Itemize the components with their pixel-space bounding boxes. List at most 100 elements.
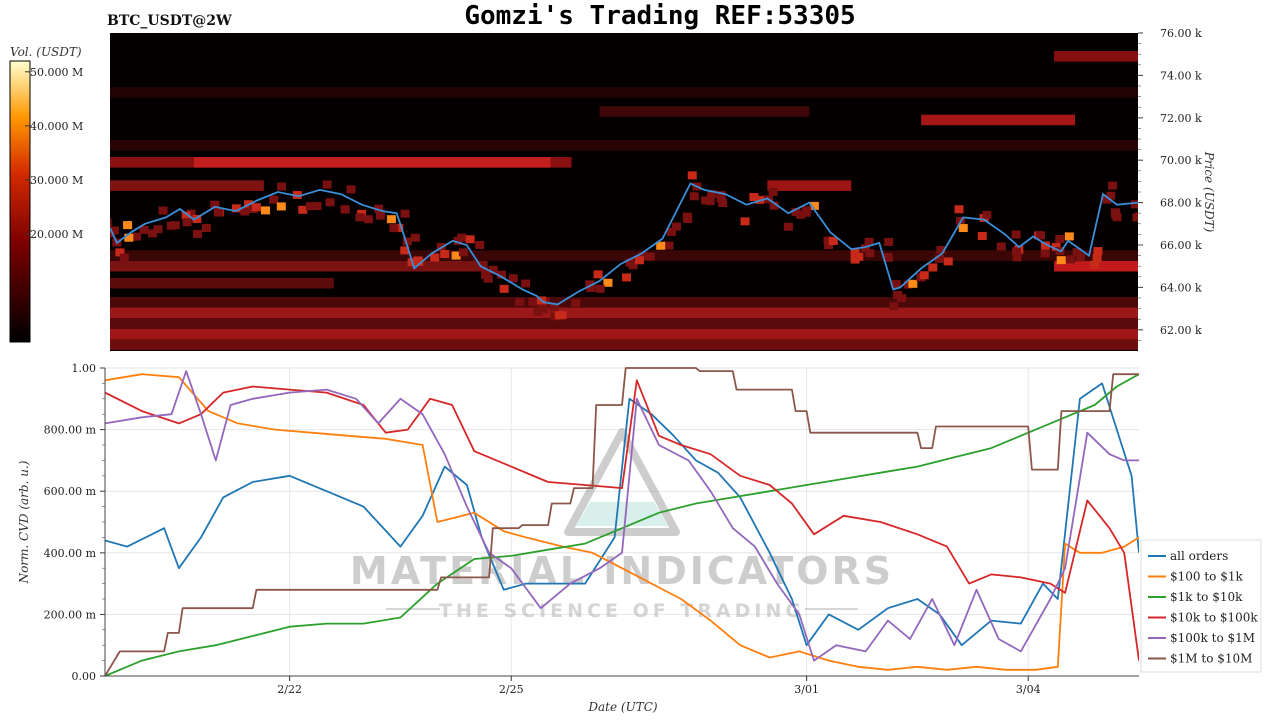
heatmap-cell	[1051, 242, 1061, 251]
heatmap-cell	[893, 290, 903, 299]
price-tick-label: 64.00 k	[1160, 281, 1202, 294]
series-line-s100k_1m	[105, 370, 1139, 662]
heatmap-cell	[181, 211, 191, 220]
price-tick-label: 74.00 k	[1160, 69, 1202, 82]
cvd-x-tick-label: 2/22	[277, 683, 302, 696]
heatmap-cell	[683, 215, 693, 224]
heatmap-cell	[883, 253, 893, 262]
heatmap-cell	[210, 200, 220, 209]
series-line-s10k_100k	[105, 379, 1139, 661]
series-line-s100_1k	[105, 373, 1139, 671]
cvd-x-tick-label: 3/01	[794, 683, 819, 696]
heatmap-cell	[954, 205, 964, 214]
heatmap-cell	[355, 213, 365, 222]
heatmap-cell	[638, 252, 648, 261]
cvd-y-tick-label: 1.00	[72, 362, 97, 375]
heatmap-cell	[1040, 249, 1050, 258]
heatmap-cell	[656, 241, 666, 250]
heatmap-cell	[740, 217, 750, 226]
heatmap-cell	[110, 218, 112, 227]
heatmap-cell	[214, 208, 224, 217]
heatmap-cell	[340, 205, 350, 214]
heatmap-band	[921, 114, 1076, 126]
heatmap-cell	[488, 265, 498, 274]
heatmap-cell	[533, 307, 543, 316]
price-line	[110, 182, 1138, 306]
heatmap-panel: 76.00 k 74.00 k 72.00 k 70.00 k 68.00 k 66.00…	[110, 27, 1216, 351]
heatmap-cell	[958, 224, 968, 233]
colorbar-title: Vol. (USDT)	[10, 45, 82, 59]
heatmap-band	[767, 180, 852, 191]
cvd-panel: MATERIAL INDICATORS THE SCIENCE OF TRADI…	[17, 362, 1262, 714]
heatmap-cell	[707, 190, 717, 199]
colorbar-tick-label: 50.000 M	[30, 66, 83, 79]
heatmap-cell	[475, 240, 485, 249]
heatmap-cell	[935, 254, 945, 263]
heatmap-cell	[1108, 181, 1118, 190]
heatmap-cell	[864, 237, 874, 246]
heatmap-cell	[312, 202, 322, 211]
watermark-tagline: THE SCIENCE OF TRADING	[439, 600, 805, 622]
heatmap-cell	[186, 209, 196, 218]
heatmap-cell	[458, 248, 468, 257]
heatmap-cell	[593, 270, 603, 279]
heatmap-cell	[451, 251, 461, 260]
pair-label: BTC_USDT@2W	[107, 13, 232, 29]
legend-label: all orders	[1170, 549, 1228, 563]
heatmap-band	[193, 157, 551, 168]
heatmap-cell	[1075, 253, 1085, 262]
heatmap-cell	[115, 248, 125, 257]
price-tick-label: 70.00 k	[1160, 154, 1202, 167]
heatmap-cell	[1092, 254, 1102, 263]
heatmap-cell	[666, 227, 676, 236]
heatmap-cell	[824, 241, 834, 250]
series-line-all_orders	[105, 382, 1139, 647]
heatmap-cell	[124, 233, 134, 242]
heatmap-cell	[571, 299, 581, 308]
heatmap-cell	[147, 229, 157, 238]
heatmap-band	[110, 307, 1138, 319]
heatmap-cell	[261, 206, 271, 215]
heatmap-cell	[903, 280, 913, 289]
heatmap-cell	[716, 191, 726, 200]
heatmap-cell	[322, 180, 332, 189]
heatmap-cell	[557, 311, 567, 320]
heatmap-cell	[363, 215, 373, 224]
cvd-x-tick-label: 3/04	[1016, 683, 1041, 696]
legend-label: $1k to $10k	[1170, 590, 1243, 604]
heatmap-cell	[1036, 231, 1046, 240]
heatmap-cell	[850, 255, 860, 264]
price-tick-label: 76.00 k	[1160, 27, 1202, 40]
heatmap-band	[110, 180, 264, 191]
heatmap-cell	[850, 248, 860, 257]
legend-label: $10k to $100k	[1170, 611, 1258, 625]
heatmap-cell	[549, 303, 559, 312]
heatmap-cell	[158, 206, 168, 215]
heatmap-cell	[919, 271, 929, 280]
watermark-logo-icon	[564, 428, 680, 536]
heatmap-cell	[481, 270, 491, 279]
heatmap-cell	[119, 253, 129, 262]
cvd-plot-area	[105, 368, 1139, 676]
watermark-logo-fill-icon	[576, 502, 668, 526]
heatmap-cell	[269, 195, 279, 204]
heatmap-cell	[671, 222, 681, 231]
heatmap-cell	[595, 284, 605, 293]
cvd-y-tick-label: 200.00 m	[44, 608, 97, 621]
heatmap-cell	[1093, 247, 1103, 256]
heatmap-cell	[749, 192, 759, 201]
heatmap-band	[110, 260, 488, 272]
heatmap-cell	[139, 225, 149, 234]
cvd-y-tick-label: 800.00 m	[44, 424, 97, 437]
heatmap-cell	[153, 225, 163, 234]
heatmap-cell	[809, 201, 819, 210]
heatmap-cell	[891, 280, 901, 289]
heatmap-cell	[645, 252, 655, 261]
heatmap-cell	[276, 202, 286, 211]
heatmap-cell	[325, 198, 335, 207]
heatmap-cell	[1011, 230, 1021, 239]
heatmap-cell	[1055, 234, 1065, 243]
cvd-y-tick-label: 400.00 m	[44, 547, 97, 560]
heatmap-band	[110, 296, 1138, 308]
